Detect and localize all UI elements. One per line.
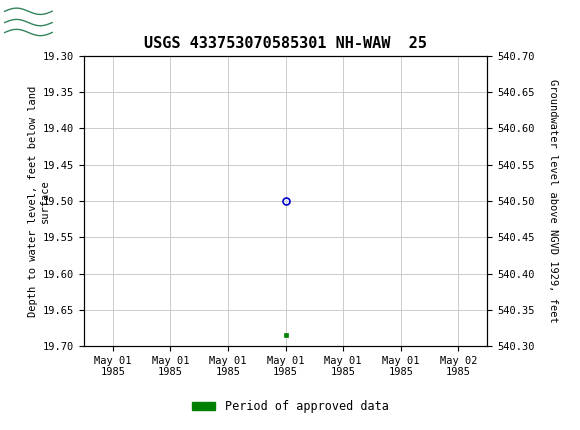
Title: USGS 433753070585301 NH-WAW  25: USGS 433753070585301 NH-WAW 25: [144, 36, 427, 51]
Text: USGS: USGS: [61, 14, 116, 31]
Y-axis label: Groundwater level above NGVD 1929, feet: Groundwater level above NGVD 1929, feet: [548, 79, 559, 323]
Bar: [3, 3, 55, 42]
Y-axis label: Depth to water level, feet below land
surface: Depth to water level, feet below land su…: [28, 86, 50, 316]
Legend: Period of approved data: Period of approved data: [187, 395, 393, 418]
